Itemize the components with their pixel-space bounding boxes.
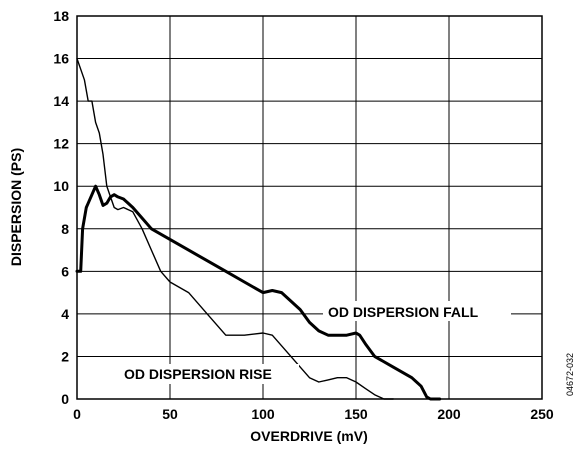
y-tick-label: 18 [53,8,69,24]
annotation-fall-background [323,301,511,321]
grid [76,15,543,400]
x-tick-label: 200 [437,406,461,422]
y-tick-label: 10 [53,178,69,194]
x-tick-label: 50 [162,406,178,422]
y-tick-label: 12 [53,136,69,152]
y-tick-label: 8 [61,221,69,237]
x-tick-label: 100 [251,406,275,422]
series-layer [75,57,442,401]
x-tick-labels: 0 50 100 150 200 250 [73,406,554,422]
annotation-fall: OD DISPERSION FALL [328,304,479,320]
annotation-rise-background [119,364,299,384]
series-line-od-dispersion-rise [76,57,394,400]
y-tick-label: 14 [53,93,69,109]
figure-id: 04672-032 [565,353,575,396]
annotation-rise: OD DISPERSION RISE [124,366,272,382]
x-axis-title: OVERDRIVE (mV) [250,428,367,444]
y-tick-label: 0 [61,391,69,407]
x-tick-label: 250 [530,406,554,422]
x-tick-label: 0 [73,406,81,422]
x-tick-label: 150 [344,406,368,422]
y-axis-title: DISPERSION (PS) [8,148,24,266]
y-tick-label: 16 [53,51,69,67]
plot-frame [76,15,543,400]
y-tick-label: 4 [61,306,69,322]
y-tick-label: 6 [61,263,69,279]
y-tick-labels: 0 2 4 6 8 10 12 14 16 18 [53,8,69,407]
y-tick-label: 2 [61,348,69,364]
series-line-od-dispersion-fall [75,184,442,401]
